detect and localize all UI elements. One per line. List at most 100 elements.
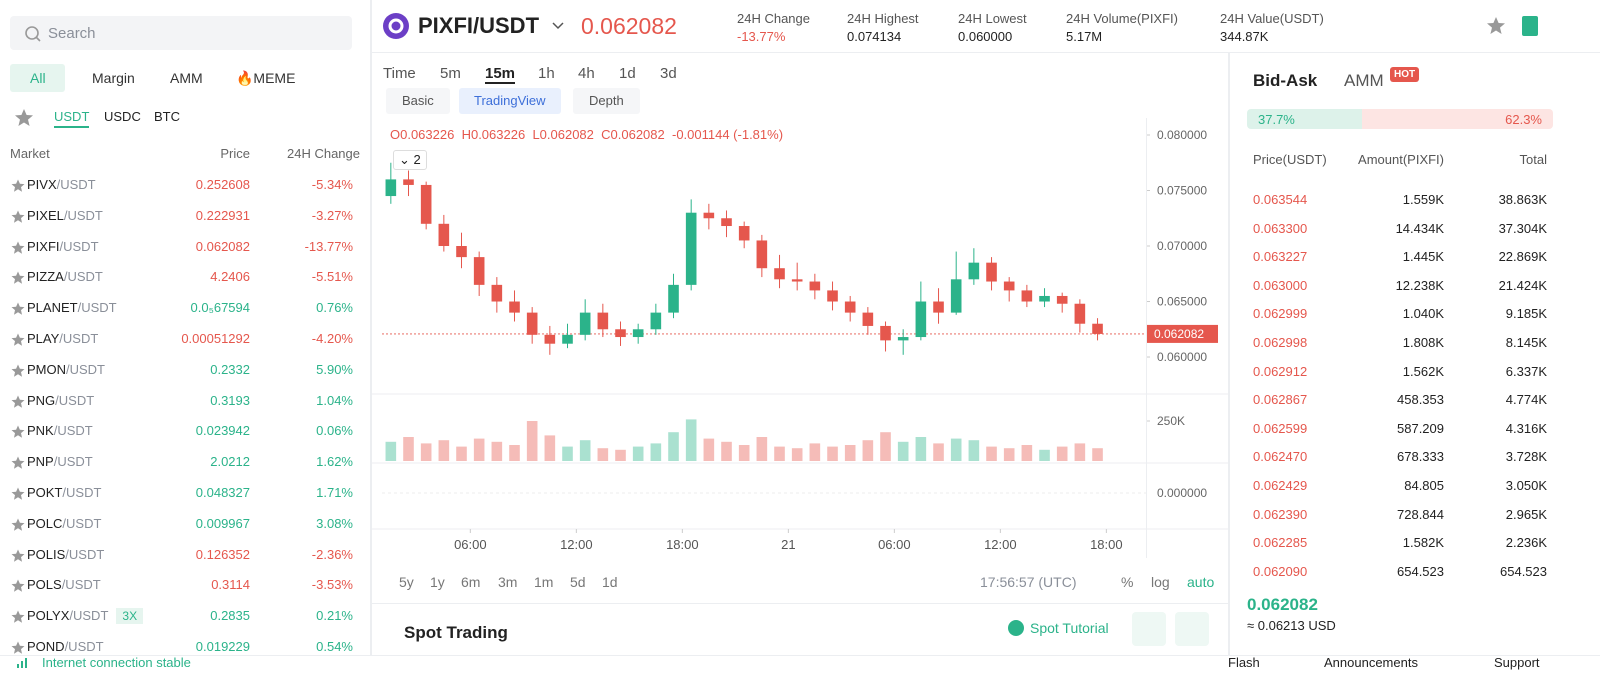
favorite-icon[interactable] xyxy=(11,302,25,316)
market-tab[interactable]: All xyxy=(10,64,65,92)
favorite-icon[interactable] xyxy=(11,271,25,285)
x-tick-label: 12:00 xyxy=(984,537,1017,552)
quote-tab[interactable]: BTC xyxy=(154,109,180,124)
scale-option[interactable]: auto xyxy=(1187,574,1215,590)
ask-price[interactable]: 0.062599 xyxy=(1253,420,1308,436)
ask-price[interactable]: 0.062285 xyxy=(1253,535,1308,551)
view-tab[interactable]: Basic xyxy=(386,88,450,114)
range-button[interactable]: 5y xyxy=(399,574,414,590)
range-button[interactable]: 1m xyxy=(534,574,554,590)
candle-body xyxy=(632,329,644,338)
volume-bar xyxy=(544,435,556,461)
interval-button[interactable]: 5m xyxy=(440,65,461,82)
market-name[interactable]: PLAY/USDT xyxy=(27,331,98,346)
market-name[interactable]: PNG/USDT xyxy=(27,393,94,408)
ask-price[interactable]: 0.062867 xyxy=(1253,392,1308,408)
base: POKT xyxy=(27,485,63,500)
range-button[interactable]: 3m xyxy=(498,574,518,590)
book-tab[interactable]: AMM xyxy=(1344,71,1384,90)
ask-price[interactable]: 0.062090 xyxy=(1253,563,1308,579)
favorite-icon[interactable] xyxy=(11,456,25,470)
market-tab[interactable]: AMM xyxy=(170,70,203,86)
market-name[interactable]: POLIS/USDT xyxy=(27,547,104,562)
market-name[interactable]: POLYX/USDT 3X xyxy=(27,608,144,625)
market-price: 0.3114 xyxy=(211,577,250,593)
footer-link[interactable]: Flash xyxy=(1228,655,1260,670)
favorite-icon[interactable] xyxy=(11,333,25,347)
ask-price[interactable]: 0.062912 xyxy=(1253,363,1308,379)
ask-price[interactable]: 0.063544 xyxy=(1253,192,1308,207)
favorite-icon[interactable] xyxy=(11,395,25,409)
range-button[interactable]: 1d xyxy=(602,574,618,590)
ask-price[interactable]: 0.063300 xyxy=(1253,220,1308,236)
footer-link[interactable]: Announcements xyxy=(1324,655,1418,670)
favorite-icon[interactable] xyxy=(11,579,25,593)
favorite-icon[interactable] xyxy=(11,641,25,655)
ask-price[interactable]: 0.062999 xyxy=(1253,306,1308,322)
favorite-icon[interactable] xyxy=(11,487,25,501)
market-name[interactable]: PIXFI/USDT xyxy=(27,239,99,254)
favorite-icon[interactable] xyxy=(14,108,34,128)
market-tab[interactable]: 🔥MEME xyxy=(236,70,296,86)
favorite-icon[interactable] xyxy=(1486,16,1506,36)
book-header: Total xyxy=(1519,152,1547,167)
market-name[interactable]: POKT/USDT xyxy=(27,485,101,500)
ask-price[interactable]: 0.062429 xyxy=(1253,478,1308,493)
book-tab[interactable]: Bid-Ask xyxy=(1253,71,1318,90)
favorite-icon[interactable] xyxy=(11,210,25,224)
interval-button[interactable]: 1h xyxy=(538,65,555,82)
ask-price[interactable]: 0.062998 xyxy=(1253,335,1308,350)
favorite-icon[interactable] xyxy=(11,364,25,378)
ask-price[interactable]: 0.063000 xyxy=(1253,277,1308,293)
ask-price[interactable]: 0.063227 xyxy=(1253,249,1308,265)
ask-total: 2.965K xyxy=(1505,506,1547,522)
interval-button[interactable]: 4h xyxy=(578,65,595,82)
book-last-price: 0.062082 xyxy=(1247,595,1318,614)
view-tab[interactable]: TradingView xyxy=(459,88,561,114)
interval-button[interactable]: 15m xyxy=(485,65,516,84)
market-name[interactable]: POLS/USDT xyxy=(27,577,101,592)
market-name[interactable]: POND/USDT xyxy=(27,639,104,654)
quote-tab[interactable]: USDT xyxy=(54,109,90,128)
favorite-icon[interactable] xyxy=(11,549,25,563)
indicator-toggle[interactable]: ⌄ 2 xyxy=(393,150,427,170)
market-name[interactable]: PIVX/USDT xyxy=(27,177,96,192)
favorite-icon[interactable] xyxy=(11,518,25,532)
book-icon[interactable] xyxy=(1521,15,1539,37)
search-box[interactable]: Search xyxy=(10,16,352,50)
range-button[interactable]: 1y xyxy=(430,574,445,590)
market-name[interactable]: PLANET/USDT xyxy=(27,300,117,315)
scale-option[interactable]: log xyxy=(1151,574,1170,590)
interval-button[interactable]: Time xyxy=(383,65,416,82)
dropdown-icon[interactable] xyxy=(551,20,565,32)
favorite-icon[interactable] xyxy=(11,179,25,193)
market-name[interactable]: PIXEL/USDT xyxy=(27,208,103,223)
quote-tab[interactable]: USDC xyxy=(104,109,141,124)
market-tab[interactable]: Margin xyxy=(92,70,135,86)
volume-bar xyxy=(491,441,503,461)
market-name[interactable]: PMON/USDT xyxy=(27,362,105,377)
favorite-icon[interactable] xyxy=(11,425,25,439)
settings-button[interactable] xyxy=(1175,612,1209,646)
market-name[interactable]: PNK/USDT xyxy=(27,423,93,438)
market-name[interactable]: PNP/USDT xyxy=(27,454,93,469)
market-name[interactable]: PIZZA/USDT xyxy=(27,269,103,284)
market-name[interactable]: POLC/USDT xyxy=(27,516,101,531)
interval-button[interactable]: 3d xyxy=(660,65,677,82)
pair[interactable]: PIXFI/USDT xyxy=(418,13,540,38)
range-button[interactable]: 5d xyxy=(570,574,586,590)
footer-link[interactable]: Support xyxy=(1494,655,1540,670)
mode-button[interactable] xyxy=(1132,612,1166,646)
favorite-icon[interactable] xyxy=(11,241,25,255)
favorite-icon[interactable] xyxy=(11,610,25,624)
range-button[interactable]: 6m xyxy=(461,574,481,590)
volume-bar xyxy=(950,438,962,461)
volume-bar xyxy=(880,432,891,461)
scale-option[interactable]: % xyxy=(1121,574,1134,590)
view-tab[interactable]: Depth xyxy=(573,88,640,114)
interval-button[interactable]: 1d xyxy=(619,65,636,82)
ask-price[interactable]: 0.062390 xyxy=(1253,506,1308,522)
ask-price[interactable]: 0.062470 xyxy=(1253,449,1308,465)
tutorial-link[interactable]: Spot Tutorial xyxy=(1008,620,1109,636)
